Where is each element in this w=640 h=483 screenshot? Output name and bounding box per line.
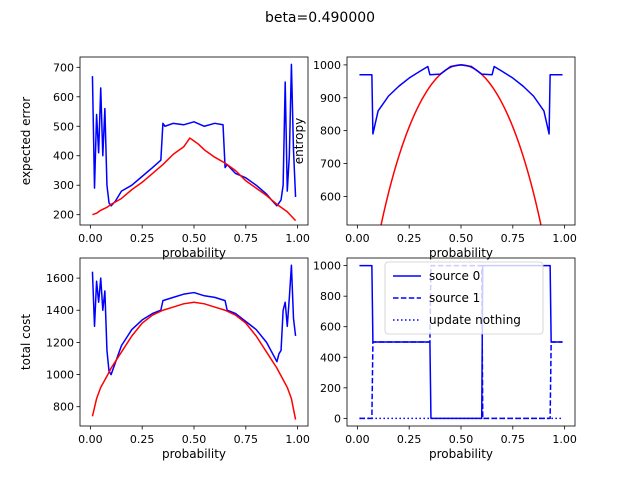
- subplots: 0.00 0.25 0.50 0.75 1.00 200 300 400 500 600 700 pr…: [19, 56, 577, 461]
- sources-ytick-label: 400: [320, 351, 341, 364]
- sources-legend-label: source 1: [429, 291, 480, 305]
- total-cost-ylabel: total cost: [19, 314, 33, 370]
- total-cost-xtick-label: 1.00: [285, 433, 310, 446]
- entropy-ytick-label: 1000: [313, 59, 341, 72]
- sources-legend-label: update nothing: [429, 313, 521, 327]
- expected-error-ytick-label: 600: [53, 91, 74, 104]
- total-cost-ytick-label: 1000: [46, 369, 74, 382]
- expected-error-ytick-label: 500: [53, 120, 74, 133]
- total-cost-axes: 0.00 0.25 0.50 0.75 1.00 800 1000 1200 1400 1600 p…: [19, 257, 310, 461]
- entropy-xtick-label: 0.00: [345, 232, 370, 245]
- total-cost-xtick-label: 0.00: [78, 433, 103, 446]
- total-cost-series-1-line: [91, 301, 297, 420]
- entropy-ylabel: entropy: [292, 118, 306, 164]
- total-cost-ytick-label: 1600: [46, 272, 74, 285]
- sources-legend-label: source 0: [429, 269, 480, 283]
- expected-error-xtick-label: 0.00: [78, 232, 103, 245]
- sources-ytick-label: 1000: [313, 260, 341, 273]
- sources-ytick-label: 600: [320, 321, 341, 334]
- expected-error-xtick-label: 0.50: [182, 232, 207, 245]
- expected-error-ytick-label: 200: [53, 209, 74, 222]
- entropy-xtick-label: 0.50: [449, 232, 474, 245]
- entropy-ytick-label: 700: [320, 158, 341, 171]
- sources-xtick-label: 0.00: [345, 433, 370, 446]
- total-cost-ytick-label: 1400: [46, 304, 74, 317]
- total-cost-xtick-label: 0.25: [130, 433, 155, 446]
- entropy-xtick-label: 1.00: [552, 232, 577, 245]
- expected-error-xtick-label: 0.25: [130, 232, 155, 245]
- expected-error-series-1-line: [92, 137, 297, 222]
- figure-title: beta=0.490000: [265, 10, 375, 26]
- sources-legend: source 0 source 1 update nothing: [384, 261, 544, 335]
- sources-ytick-label: 800: [320, 290, 341, 303]
- total-cost-ytick-label: 1200: [46, 336, 74, 349]
- expected-error-axes: 0.00 0.25 0.50 0.75 1.00 200 300 400 500 600 700 pr…: [19, 56, 310, 260]
- sources-xtick-label: 0.50: [449, 433, 474, 446]
- expected-error-series-group: [91, 63, 297, 222]
- expected-error-ytick-label: 400: [53, 150, 74, 163]
- sources-xtick-label: 0.25: [397, 433, 422, 446]
- total-cost-xlabel: probability: [162, 447, 226, 461]
- total-cost-series-0-line: [91, 264, 297, 376]
- entropy-series-group: [359, 64, 563, 225]
- expected-error-ylabel: expected error: [19, 97, 33, 186]
- total-cost-xtick-label: 0.75: [234, 433, 259, 446]
- expected-error-ytick-label: 300: [53, 179, 74, 192]
- total-cost-xtick-label: 0.50: [182, 433, 207, 446]
- expected-error-series-0-line: [91, 63, 297, 207]
- sources-legend-box: [384, 261, 544, 335]
- entropy-xlabel: probability: [429, 246, 493, 260]
- expected-error-xlabel: probability: [162, 246, 226, 260]
- sources-xtick-label: 1.00: [552, 433, 577, 446]
- entropy-ytick-label: 900: [320, 92, 341, 105]
- entropy-xtick-label: 0.75: [501, 232, 526, 245]
- total-cost-series-group: [91, 264, 297, 420]
- sources-ytick-label: 0: [334, 412, 341, 425]
- entropy-axes: 0.00 0.25 0.50 0.75 1.00 600 700 800 900 1000 prob…: [292, 56, 577, 260]
- sources-xlabel: probability: [429, 447, 493, 461]
- entropy-series-1-line: [359, 64, 563, 135]
- expected-error-xtick-label: 0.75: [234, 232, 259, 245]
- entropy-ytick-label: 800: [320, 125, 341, 138]
- expected-error-xtick-label: 1.00: [285, 232, 310, 245]
- sources-axes: 0.00 0.25 0.50 0.75 1.00 0 200 400 600 800 1000 pro…: [313, 257, 577, 461]
- expected-error-ytick-label: 700: [53, 61, 74, 74]
- entropy-ytick-label: 600: [320, 190, 341, 203]
- sources-xtick-label: 0.75: [501, 433, 526, 446]
- total-cost-ytick-label: 800: [53, 401, 74, 414]
- sources-ytick-label: 200: [320, 382, 341, 395]
- entropy-xtick-label: 0.25: [397, 232, 422, 245]
